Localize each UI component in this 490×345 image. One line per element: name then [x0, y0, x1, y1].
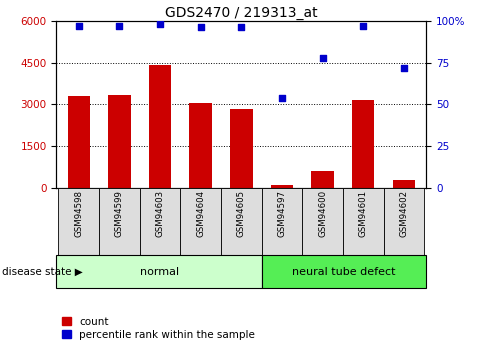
- FancyBboxPatch shape: [140, 188, 180, 255]
- Text: GSM94600: GSM94600: [318, 190, 327, 237]
- Point: [359, 23, 367, 29]
- Bar: [190, 103, 212, 188]
- Bar: [68, 96, 90, 188]
- Text: GSM94604: GSM94604: [196, 190, 205, 237]
- FancyBboxPatch shape: [180, 188, 221, 255]
- Text: disease state ▶: disease state ▶: [2, 267, 83, 277]
- Bar: [230, 109, 252, 188]
- FancyBboxPatch shape: [262, 255, 426, 288]
- Text: GSM94601: GSM94601: [359, 190, 368, 237]
- Text: GSM94605: GSM94605: [237, 190, 246, 237]
- Point: [156, 21, 164, 27]
- FancyBboxPatch shape: [384, 188, 424, 255]
- FancyBboxPatch shape: [302, 188, 343, 255]
- FancyBboxPatch shape: [58, 188, 99, 255]
- Text: GSM94602: GSM94602: [399, 190, 409, 237]
- Bar: [149, 65, 171, 188]
- Text: neural tube defect: neural tube defect: [293, 267, 396, 277]
- FancyBboxPatch shape: [99, 188, 140, 255]
- FancyBboxPatch shape: [56, 255, 262, 288]
- Text: GSM94597: GSM94597: [277, 190, 287, 237]
- Point: [197, 24, 205, 30]
- FancyBboxPatch shape: [221, 188, 262, 255]
- Point: [237, 24, 245, 30]
- Legend: count, percentile rank within the sample: count, percentile rank within the sample: [62, 317, 255, 340]
- FancyBboxPatch shape: [262, 188, 302, 255]
- Text: GSM94599: GSM94599: [115, 190, 124, 237]
- Bar: [271, 185, 293, 188]
- Bar: [108, 95, 130, 188]
- Text: GSM94603: GSM94603: [155, 190, 165, 237]
- Title: GDS2470 / 219313_at: GDS2470 / 219313_at: [165, 6, 318, 20]
- Point: [318, 55, 326, 60]
- Bar: [312, 171, 334, 188]
- Point: [400, 65, 408, 70]
- Bar: [393, 180, 415, 188]
- Bar: [352, 100, 374, 188]
- FancyBboxPatch shape: [343, 188, 384, 255]
- Text: GSM94598: GSM94598: [74, 190, 83, 237]
- Text: normal: normal: [140, 267, 179, 277]
- Point: [116, 23, 123, 29]
- Point: [278, 95, 286, 100]
- Point: [75, 23, 83, 29]
